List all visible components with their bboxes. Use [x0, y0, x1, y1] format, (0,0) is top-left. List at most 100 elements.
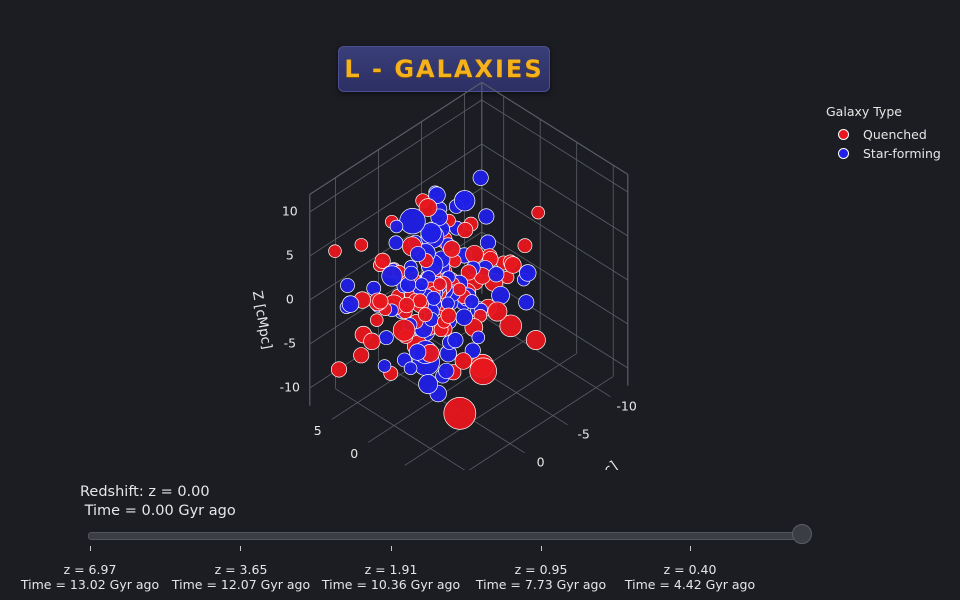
quenched-point: [525, 330, 546, 351]
star-forming-point: [403, 361, 418, 376]
star-forming-point: [408, 343, 427, 361]
tick-z: z = 3.65: [214, 562, 268, 577]
time-value: Time = 0.00 Gyr ago: [80, 503, 236, 519]
x-tick-label: 0: [537, 454, 545, 469]
quenched-point: [531, 205, 545, 220]
legend-item-quenched[interactable]: Quenched: [826, 125, 941, 144]
wall-grid-line: [309, 99, 483, 213]
slider-tick-label[interactable]: z = 0.95 Time = 7.73 Gyr ago: [476, 562, 606, 592]
quenched-point: [454, 352, 473, 370]
star-forming-point: [399, 208, 426, 235]
quenched-point: [517, 238, 533, 254]
wall-grid-line: [481, 143, 629, 237]
legend-label-star-forming: Star-forming: [863, 146, 941, 161]
quenched-point: [412, 293, 428, 309]
star-forming-point: [341, 295, 360, 313]
quenched-point: [353, 347, 370, 364]
star-forming-point: [418, 374, 439, 395]
star-forming-point: [464, 294, 480, 310]
slider-tick-label[interactable]: z = 6.97 Time = 13.02 Gyr ago: [21, 562, 159, 592]
quenched-point: [418, 198, 438, 217]
legend-title: Galaxy Type: [826, 104, 902, 119]
slider-tick-label[interactable]: z = 1.91 Time = 10.36 Gyr ago: [322, 562, 460, 592]
quenched-point: [465, 245, 484, 264]
quenched-point: [487, 301, 508, 322]
star-forming-point: [518, 294, 535, 311]
tick-time: Time = 7.73 Gyr ago: [475, 577, 607, 592]
redshift-slider-track[interactable]: [88, 532, 804, 540]
y-tick-label: 5: [314, 423, 322, 438]
quenched-point: [398, 297, 415, 314]
slider-tick-mark: [90, 546, 91, 551]
x-tick-label: -10: [616, 398, 636, 413]
star-forming-point: [455, 308, 473, 326]
y-tick-label: -5: [384, 469, 396, 470]
axis-edge: [309, 81, 483, 195]
star-forming-point: [415, 277, 429, 291]
slider-tick-mark: [690, 546, 691, 551]
quenched-point: [440, 307, 457, 324]
star-forming-point: [454, 190, 476, 212]
floor-grid-line: [404, 353, 577, 466]
z-tick-label: 5: [286, 248, 294, 263]
star-forming-point: [472, 169, 489, 186]
tick-z: z = 6.97: [63, 562, 117, 577]
quenched-point: [374, 252, 391, 269]
quenched-point: [363, 332, 381, 350]
star-forming-point: [478, 208, 495, 225]
star-forming-marker-icon: [838, 148, 849, 159]
star-forming-point: [340, 278, 355, 293]
star-forming-point: [447, 332, 464, 349]
quenched-point: [372, 293, 389, 310]
wall-grid-line: [481, 187, 629, 281]
legend-item-star-forming[interactable]: Star-forming: [826, 144, 941, 163]
star-forming-point: [377, 359, 392, 373]
slider-tick-label[interactable]: z = 0.40 Time = 4.42 Gyr ago: [625, 562, 755, 592]
redshift-readout: Redshift: z = 0.00 Time = 0.00 Gyr ago: [80, 483, 236, 521]
quenched-point: [443, 240, 461, 258]
x-axis-title: X [cMpc]: [563, 458, 621, 470]
tick-time: Time = 4.42 Gyr ago: [624, 577, 756, 592]
logo-banner: L - GALAXIES: [338, 46, 550, 92]
wall-grid-line: [481, 99, 629, 193]
redshift-slider-handle[interactable]: [792, 524, 812, 544]
star-forming-point: [389, 219, 404, 234]
floor-grid-line: [464, 304, 611, 398]
quenched-point: [499, 314, 522, 338]
quenched-point: [457, 222, 474, 239]
floor-grid-line: [367, 330, 541, 443]
quenched-point: [369, 313, 384, 327]
redshift-value: Redshift: z = 0.00: [80, 484, 210, 500]
quenched-point: [328, 244, 342, 258]
tick-z: z = 1.91: [364, 562, 418, 577]
tick-time: Time = 10.36 Gyr ago: [321, 577, 461, 592]
quenched-point: [330, 361, 348, 378]
z-tick-label: 10: [282, 204, 298, 219]
tick-z: z = 0.95: [514, 562, 568, 577]
star-forming-point: [488, 266, 505, 283]
logo-text: L - GALAXIES: [344, 55, 544, 83]
z-tick-label: 0: [286, 292, 294, 307]
y-tick-label: 0: [350, 446, 358, 461]
quenched-point: [452, 282, 467, 297]
slider-tick-mark: [541, 546, 542, 551]
wall-grid-line: [481, 231, 629, 325]
wall-grid-line: [309, 143, 483, 257]
star-forming-point: [409, 246, 427, 263]
star-forming-point: [381, 265, 403, 287]
quenched-point: [417, 307, 433, 323]
quenched-point: [443, 397, 477, 430]
x-tick-label: -5: [577, 426, 589, 441]
star-forming-point: [479, 234, 496, 251]
quenched-point: [469, 357, 497, 386]
tick-time: Time = 12.07 Gyr ago: [171, 577, 311, 592]
star-forming-point: [403, 265, 419, 281]
slider-tick-label[interactable]: z = 3.65 Time = 12.07 Gyr ago: [172, 562, 310, 592]
star-forming-point: [420, 222, 442, 244]
star-forming-point: [471, 330, 486, 345]
floor-grid-line: [468, 376, 614, 470]
star-forming-point: [438, 362, 455, 379]
floor-grid-line: [335, 388, 466, 470]
axis-edge: [481, 81, 629, 175]
